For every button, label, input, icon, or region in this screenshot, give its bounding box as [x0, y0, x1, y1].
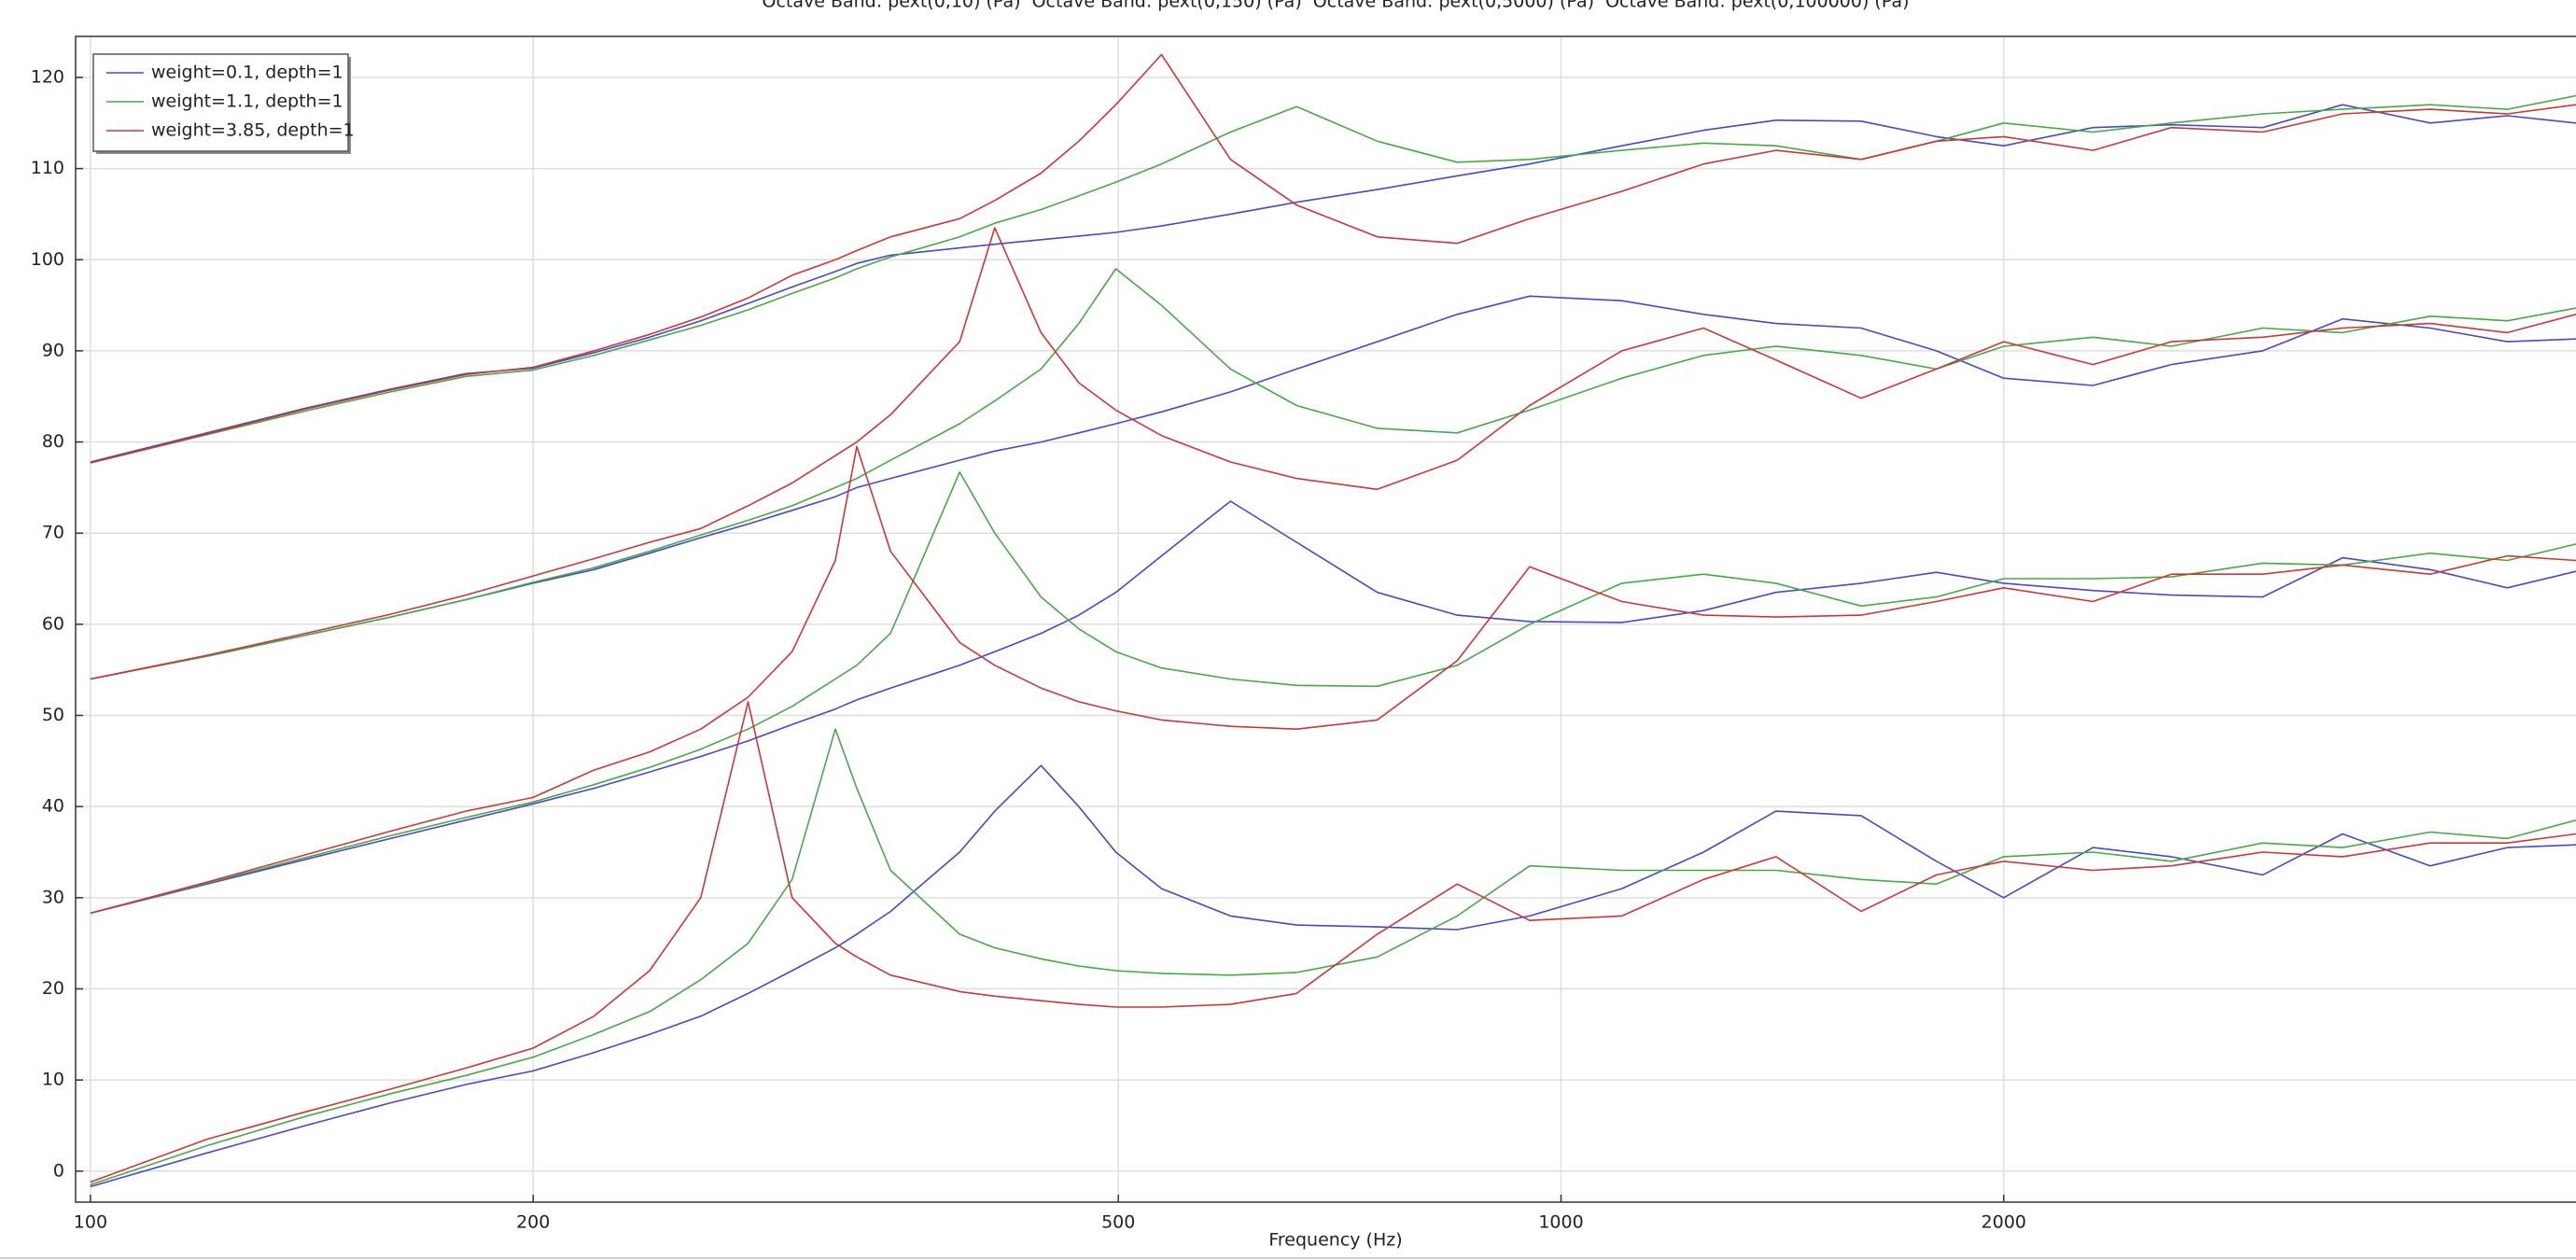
series-line [90, 764, 2576, 1188]
legend-label: weight=3.85, depth=1 [151, 120, 355, 141]
legend-box [92, 53, 349, 152]
y-tick-label: 40 [42, 796, 64, 817]
y-tick-label: 50 [42, 705, 64, 725]
series-line [90, 500, 2576, 915]
legend-label: weight=1.1, depth=1 [151, 91, 343, 112]
y-tick-label: 10 [42, 1070, 64, 1090]
y-tick-label: 110 [31, 158, 64, 178]
y-tick-label: 120 [31, 66, 64, 87]
series-line [90, 728, 2576, 1186]
y-tick-label: 20 [42, 978, 64, 999]
series-line [90, 53, 2576, 464]
legend: weight=0.1, depth=1 weight=1.1, depth=1 we… [92, 53, 355, 154]
plot-lines [90, 53, 2576, 1188]
series-line [90, 445, 2576, 915]
y-tick-label: 0 [53, 1160, 64, 1181]
legend-label: weight=0.1, depth=1 [151, 63, 343, 83]
grid [76, 36, 2576, 1202]
series-line [90, 94, 2576, 464]
x-tick-label: 200 [516, 1212, 550, 1233]
y-tick-label: 80 [42, 431, 64, 452]
y-tick-label: 90 [42, 340, 64, 360]
y-tick-label: 70 [42, 523, 64, 543]
y-tick-label: 100 [31, 249, 64, 270]
series-line [90, 701, 2576, 1183]
series-line [90, 471, 2576, 915]
x-tick-label: 500 [1101, 1212, 1135, 1233]
x-tick-label: 2000 [1981, 1212, 2026, 1233]
chart-title: Octave Band: pext(0,10) (Pa) Octave Band… [762, 0, 1909, 12]
y-tick-label: 30 [42, 887, 64, 907]
series-line [90, 268, 2576, 680]
x-tick-label: 1000 [1538, 1212, 1583, 1233]
plot-frame [75, 35, 2576, 1203]
series-line [90, 295, 2576, 680]
x-tick-label: 100 [74, 1212, 107, 1233]
x-axis-label: Frequency (Hz) [1268, 1230, 1402, 1251]
y-tick-label: 60 [42, 613, 64, 634]
series-line [90, 227, 2576, 680]
